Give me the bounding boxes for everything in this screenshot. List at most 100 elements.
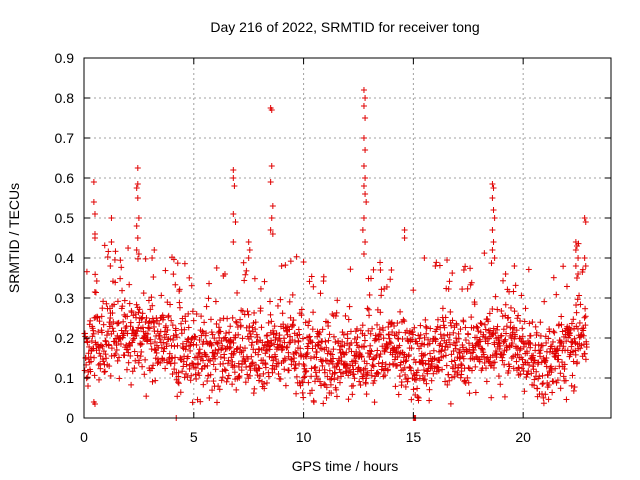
data-point bbox=[133, 223, 140, 229]
data-point bbox=[416, 335, 423, 342]
data-point bbox=[273, 330, 280, 337]
data-point bbox=[483, 378, 490, 385]
data-point bbox=[288, 323, 295, 330]
data-point bbox=[432, 263, 439, 269]
data-point bbox=[128, 309, 135, 316]
data-point bbox=[360, 103, 367, 109]
data-point bbox=[410, 287, 417, 294]
data-point bbox=[396, 373, 403, 380]
data-point bbox=[455, 335, 462, 342]
data-point bbox=[281, 366, 288, 373]
data-point bbox=[529, 363, 536, 370]
data-point bbox=[570, 316, 577, 323]
data-point bbox=[229, 381, 236, 388]
data-point bbox=[150, 318, 157, 325]
data-point bbox=[142, 255, 149, 262]
data-point bbox=[148, 365, 155, 372]
data-point bbox=[161, 328, 168, 335]
data-point bbox=[224, 360, 231, 367]
data-point bbox=[532, 323, 539, 330]
data-point bbox=[86, 343, 93, 350]
data-point bbox=[440, 353, 447, 360]
data-point bbox=[316, 367, 323, 374]
data-point bbox=[374, 347, 381, 354]
data-point bbox=[490, 364, 497, 371]
data-point bbox=[174, 260, 181, 267]
data-point bbox=[272, 334, 279, 341]
data-point bbox=[549, 338, 556, 345]
data-point bbox=[203, 303, 210, 310]
data-point bbox=[381, 372, 388, 379]
data-point bbox=[217, 317, 224, 324]
data-point bbox=[519, 325, 526, 332]
data-point bbox=[143, 314, 150, 321]
data-point bbox=[413, 372, 420, 379]
data-point bbox=[363, 375, 370, 382]
data-point bbox=[494, 306, 501, 313]
data-point bbox=[134, 181, 141, 187]
data-point bbox=[205, 295, 212, 302]
data-point bbox=[379, 359, 386, 366]
data-point bbox=[306, 333, 313, 340]
data-point bbox=[255, 345, 262, 352]
data-point bbox=[282, 262, 289, 269]
data-point bbox=[251, 309, 258, 316]
data-point bbox=[508, 334, 515, 341]
data-point bbox=[96, 318, 103, 325]
data-point bbox=[266, 298, 273, 305]
data-point bbox=[421, 334, 428, 341]
data-point bbox=[242, 271, 249, 278]
data-point bbox=[276, 332, 283, 339]
data-point bbox=[416, 375, 423, 382]
data-point bbox=[222, 367, 229, 374]
data-point bbox=[566, 330, 573, 337]
data-point bbox=[185, 324, 192, 331]
data-point bbox=[269, 369, 276, 376]
data-point bbox=[447, 400, 454, 407]
data-point bbox=[217, 354, 224, 361]
data-point bbox=[105, 248, 112, 255]
data-point bbox=[388, 319, 395, 326]
data-point bbox=[406, 364, 413, 371]
data-point bbox=[427, 350, 434, 357]
data-point bbox=[521, 388, 528, 395]
data-point bbox=[89, 333, 96, 340]
data-point bbox=[256, 377, 263, 384]
data-point bbox=[274, 302, 281, 309]
data-point bbox=[328, 390, 335, 397]
data-point bbox=[468, 279, 475, 286]
data-point bbox=[139, 324, 146, 331]
data-point bbox=[193, 342, 200, 349]
data-point bbox=[554, 377, 561, 384]
data-point bbox=[550, 378, 557, 385]
data-point bbox=[514, 351, 521, 358]
x-tick-label: 15 bbox=[406, 429, 422, 445]
data-point bbox=[465, 340, 472, 347]
data-point bbox=[130, 327, 137, 334]
data-point bbox=[339, 329, 346, 336]
data-point bbox=[283, 344, 290, 351]
data-point bbox=[267, 311, 274, 318]
data-point bbox=[582, 313, 589, 320]
data-point bbox=[402, 383, 409, 390]
data-point bbox=[189, 308, 196, 315]
data-point bbox=[439, 366, 446, 373]
data-point bbox=[134, 235, 141, 241]
data-point bbox=[130, 336, 137, 343]
data-point bbox=[363, 360, 370, 367]
data-point bbox=[345, 396, 352, 403]
data-point bbox=[135, 251, 142, 257]
data-point bbox=[125, 245, 132, 252]
data-point bbox=[103, 300, 110, 307]
data-point bbox=[501, 393, 508, 400]
data-point bbox=[235, 331, 242, 338]
data-point bbox=[582, 356, 589, 363]
data-point bbox=[562, 377, 569, 384]
data-point bbox=[579, 266, 586, 273]
data-point bbox=[108, 215, 115, 221]
data-point bbox=[156, 320, 163, 327]
data-point bbox=[127, 319, 134, 326]
data-point bbox=[531, 357, 538, 364]
data-point bbox=[378, 292, 385, 299]
data-point bbox=[377, 331, 384, 338]
